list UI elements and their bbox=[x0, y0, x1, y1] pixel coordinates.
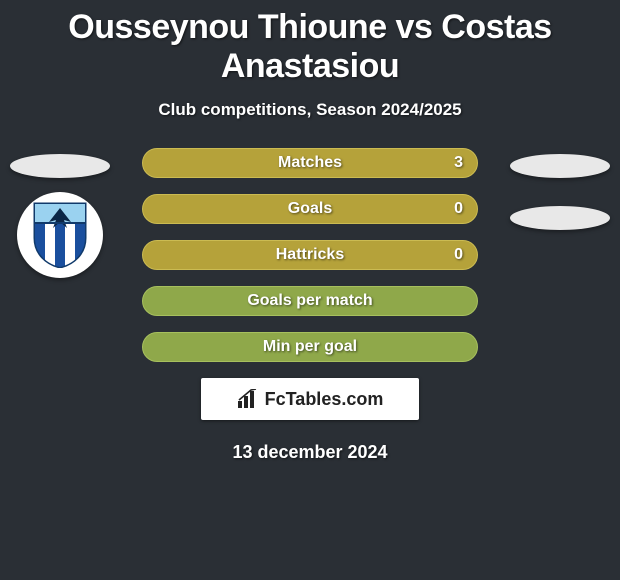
club-right-placeholder bbox=[510, 206, 610, 230]
stat-value: 3 bbox=[454, 154, 463, 172]
stat-bar-goals: Goals 0 bbox=[142, 194, 478, 224]
stat-label: Goals bbox=[288, 200, 332, 218]
stat-label: Goals per match bbox=[247, 292, 372, 310]
date-stamp: 13 december 2024 bbox=[0, 442, 620, 463]
stat-bar-hattricks: Hattricks 0 bbox=[142, 240, 478, 270]
stat-bars: Matches 3 Goals 0 Hattricks 0 Goals per … bbox=[142, 148, 478, 362]
stat-value: 0 bbox=[454, 200, 463, 218]
player-left-photo-placeholder bbox=[10, 154, 110, 178]
stat-label: Matches bbox=[278, 154, 342, 172]
branding-text: FcTables.com bbox=[265, 389, 384, 410]
player-right-photo-placeholder bbox=[510, 154, 610, 178]
anorthosis-shield-icon bbox=[31, 202, 89, 268]
page-title: Ousseynou Thioune vs Costas Anastasiou bbox=[0, 0, 620, 86]
stat-bar-goals-per-match: Goals per match bbox=[142, 286, 478, 316]
stat-label: Min per goal bbox=[263, 338, 357, 356]
stat-bar-matches: Matches 3 bbox=[142, 148, 478, 178]
player-left-column bbox=[10, 148, 110, 278]
stat-bar-min-per-goal: Min per goal bbox=[142, 332, 478, 362]
club-badge-left bbox=[17, 192, 103, 278]
stat-label: Hattricks bbox=[276, 246, 344, 264]
branding-badge: FcTables.com bbox=[201, 378, 419, 420]
comparison-body: Matches 3 Goals 0 Hattricks 0 Goals per … bbox=[0, 148, 620, 463]
bar-chart-icon bbox=[237, 389, 259, 409]
stat-value: 0 bbox=[454, 246, 463, 264]
page-subtitle: Club competitions, Season 2024/2025 bbox=[0, 100, 620, 120]
player-right-column bbox=[510, 148, 610, 230]
